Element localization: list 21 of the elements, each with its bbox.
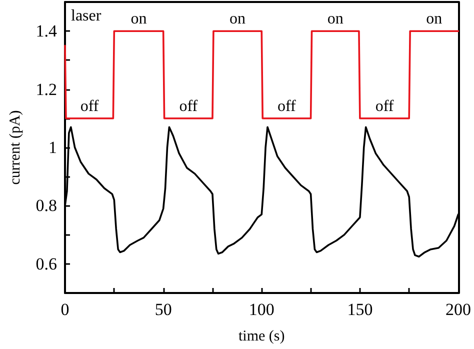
annotation: off (80, 98, 100, 115)
x-tick-label: 150 (347, 300, 373, 319)
annotation: off (375, 98, 394, 115)
annotation: on (426, 10, 442, 28)
y-tick-label: 1 (48, 138, 57, 157)
y-axis-title: current (pA) (8, 110, 24, 185)
x-tick-label: 100 (248, 300, 274, 319)
annotation: laser (71, 8, 102, 24)
y-tick-label: 1.2 (36, 80, 57, 99)
x-tick-label: 0 (60, 300, 70, 319)
annotation: on (130, 10, 147, 28)
annotation: off (179, 98, 198, 115)
annotation: off (278, 98, 297, 115)
annotation: on (327, 10, 344, 28)
x-tick-label: 50 (154, 300, 172, 319)
y-tick-label: 0.8 (36, 196, 57, 216)
y-tick-label: 1.4 (36, 22, 58, 41)
y-tick-label: 0.6 (36, 254, 57, 274)
x-tick-label: 200 (446, 300, 471, 319)
annotation: on (230, 10, 246, 28)
x-axis-title: time (s) (238, 328, 285, 344)
